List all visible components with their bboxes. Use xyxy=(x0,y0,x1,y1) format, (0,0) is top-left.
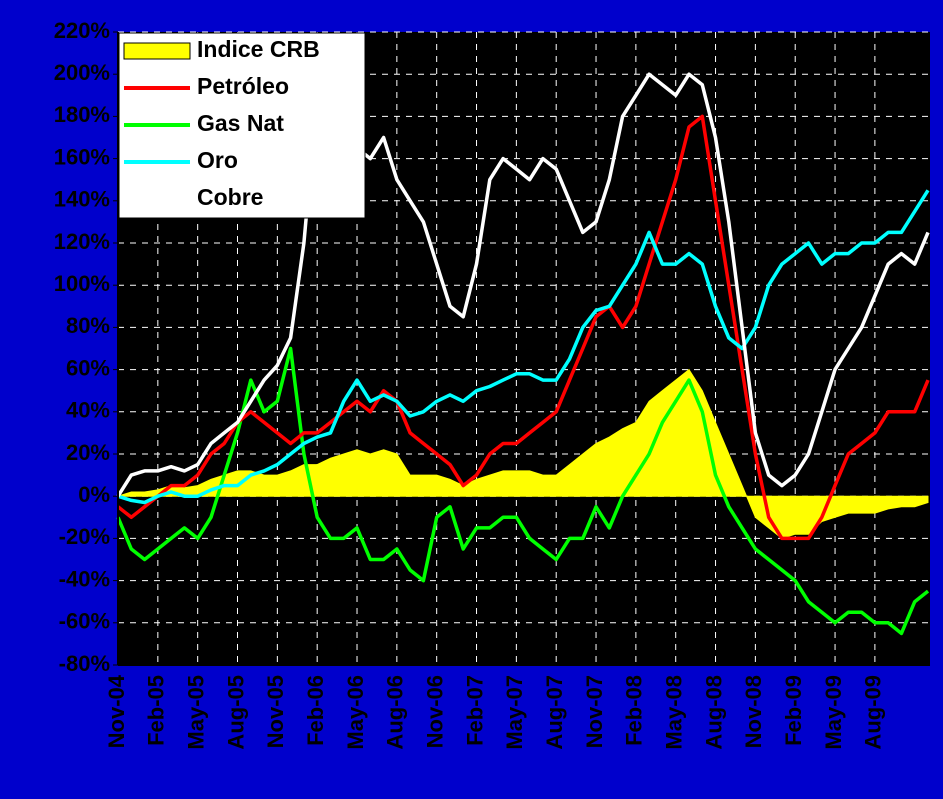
y-tick-label: 160% xyxy=(54,144,110,169)
x-tick-label: May-07 xyxy=(502,675,527,750)
x-tick-label: May-06 xyxy=(343,675,368,750)
x-tick-label: Feb-05 xyxy=(144,675,169,746)
x-tick-label: Aug-09 xyxy=(861,675,886,750)
line xyxy=(117,189,930,505)
x-tick-label: May-08 xyxy=(662,675,687,750)
x-tick-label: May-09 xyxy=(821,675,846,750)
x-tick-label: Aug-08 xyxy=(701,675,726,750)
x-tick-label: Nov-06 xyxy=(423,675,448,748)
x-tick-label: Feb-09 xyxy=(781,675,806,746)
line xyxy=(116,72,930,498)
y-tick-label: 180% xyxy=(54,102,110,127)
x-tick-label: Nov-08 xyxy=(741,675,766,748)
x-tick-label: Feb-07 xyxy=(462,675,487,746)
y-tick-label: 20% xyxy=(66,440,110,465)
y-tick-label: 140% xyxy=(54,187,110,212)
legend-label: Cobre xyxy=(197,184,263,210)
legend: Indice CRB Petróleo Gas Nat Oro Cobre xyxy=(118,32,366,219)
x-tick-label: Feb-08 xyxy=(622,675,647,746)
y-tick-label: 40% xyxy=(66,398,110,423)
legend-label: Petróleo xyxy=(197,73,289,99)
y-tick-label: 80% xyxy=(66,313,110,338)
x-tick-label: Nov-04 xyxy=(104,674,129,748)
marks xyxy=(116,72,930,636)
x-tick-label: Feb-06 xyxy=(303,675,328,746)
legend-label: Oro xyxy=(197,147,238,173)
y-tick-label: -60% xyxy=(59,609,110,634)
x-tick-label: Nov-07 xyxy=(582,675,607,748)
x-tick-label: Aug-06 xyxy=(383,675,408,750)
y-tick-label: -80% xyxy=(59,651,110,676)
legend-label: Indice CRB xyxy=(197,36,320,62)
y-tick-label: 200% xyxy=(54,60,110,85)
y-tick-label: 100% xyxy=(54,271,110,296)
y-tick-label: -20% xyxy=(59,524,110,549)
legend-swatch xyxy=(123,42,191,60)
y-tick-label: -40% xyxy=(59,566,110,591)
labels: -80% -60% -40% -20% 0% 20% 40% 60% 80% 100% 120% 14… xyxy=(54,18,930,750)
y-tick-label: 60% xyxy=(66,355,110,380)
line xyxy=(116,346,930,636)
x-tick-label: Aug-05 xyxy=(223,675,248,750)
x-tick-label: Nov-05 xyxy=(263,675,288,748)
y-tick-label: 120% xyxy=(54,229,110,254)
y-tick-label: 0% xyxy=(78,482,110,507)
x-tick-label: Aug-07 xyxy=(542,675,567,750)
legend-label: Gas Nat xyxy=(197,110,284,136)
x-tick-label: May-05 xyxy=(183,675,208,750)
y-tick-label: 220% xyxy=(54,18,110,43)
line xyxy=(116,114,930,541)
